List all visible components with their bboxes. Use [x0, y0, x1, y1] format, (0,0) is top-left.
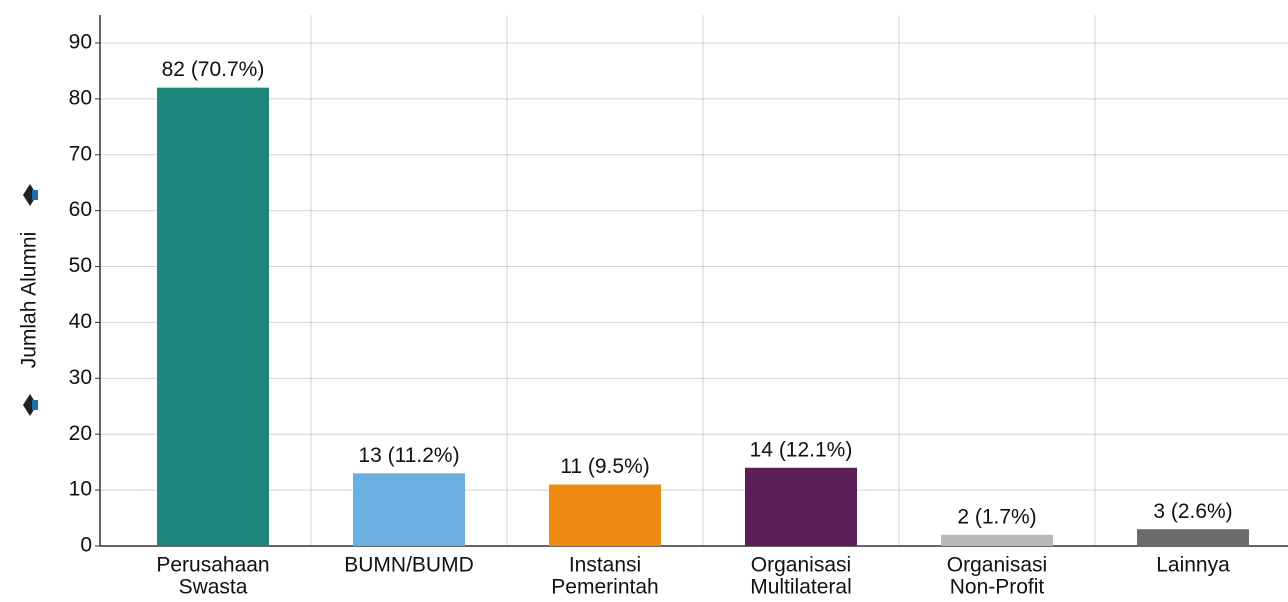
bar	[745, 467, 857, 546]
y-tick-label: 20	[69, 422, 92, 445]
x-tick-label: Non-Profit	[950, 576, 1045, 599]
data-label: 11 (9.5%)	[560, 455, 650, 478]
x-tick-label: Lainnya	[1156, 554, 1230, 577]
x-tick-label: Swasta	[179, 576, 248, 599]
cap-icon	[23, 184, 38, 206]
y-tick-label: 80	[69, 86, 92, 109]
y-tick-label: 90	[69, 30, 92, 53]
y-tick-label: 60	[69, 198, 92, 221]
y-tick-label: 70	[69, 142, 92, 165]
x-tick-label: Instansi	[569, 554, 641, 577]
x-tick-label: Pemerintah	[551, 576, 658, 599]
y-tick-label: 50	[69, 254, 92, 277]
y-axis-title: Jumlah Alumni	[18, 184, 41, 416]
x-tick-label: Perusahaan	[156, 554, 269, 577]
bar	[941, 534, 1053, 546]
x-tick-label: Organisasi	[751, 554, 851, 577]
y-axis-label: Jumlah Alumni	[18, 232, 41, 369]
y-tick-label: 10	[69, 478, 92, 501]
data-label: 13 (11.2%)	[358, 444, 459, 467]
y-tick-label: 30	[69, 366, 92, 389]
data-label: 2 (1.7%)	[957, 505, 1036, 528]
x-tick-label: Multilateral	[750, 576, 852, 599]
bar	[353, 473, 465, 546]
cap-icon	[23, 394, 38, 416]
y-tick-label: 40	[69, 310, 92, 333]
x-tick-label: BUMN/BUMD	[344, 554, 474, 577]
data-label: 3 (2.6%)	[1153, 500, 1232, 523]
bar	[549, 484, 661, 546]
bar	[1137, 529, 1249, 546]
data-label: 82 (70.7%)	[162, 58, 265, 81]
bar	[157, 87, 269, 547]
y-tick-label: 0	[80, 534, 92, 557]
data-label: 14 (12.1%)	[750, 438, 853, 461]
x-tick-label: Organisasi	[947, 554, 1047, 577]
